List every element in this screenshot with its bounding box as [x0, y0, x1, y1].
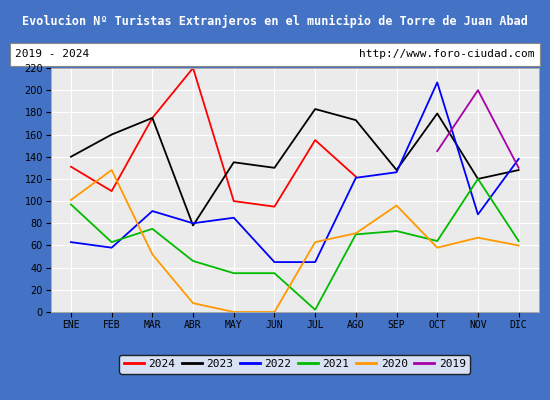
Legend: 2024, 2023, 2022, 2021, 2020, 2019: 2024, 2023, 2022, 2021, 2020, 2019 [119, 355, 470, 374]
Text: Evolucion Nº Turistas Extranjeros en el municipio de Torre de Juan Abad: Evolucion Nº Turistas Extranjeros en el … [22, 14, 528, 28]
Text: http://www.foro-ciudad.com: http://www.foro-ciudad.com [359, 49, 535, 59]
Text: 2019 - 2024: 2019 - 2024 [15, 49, 90, 59]
